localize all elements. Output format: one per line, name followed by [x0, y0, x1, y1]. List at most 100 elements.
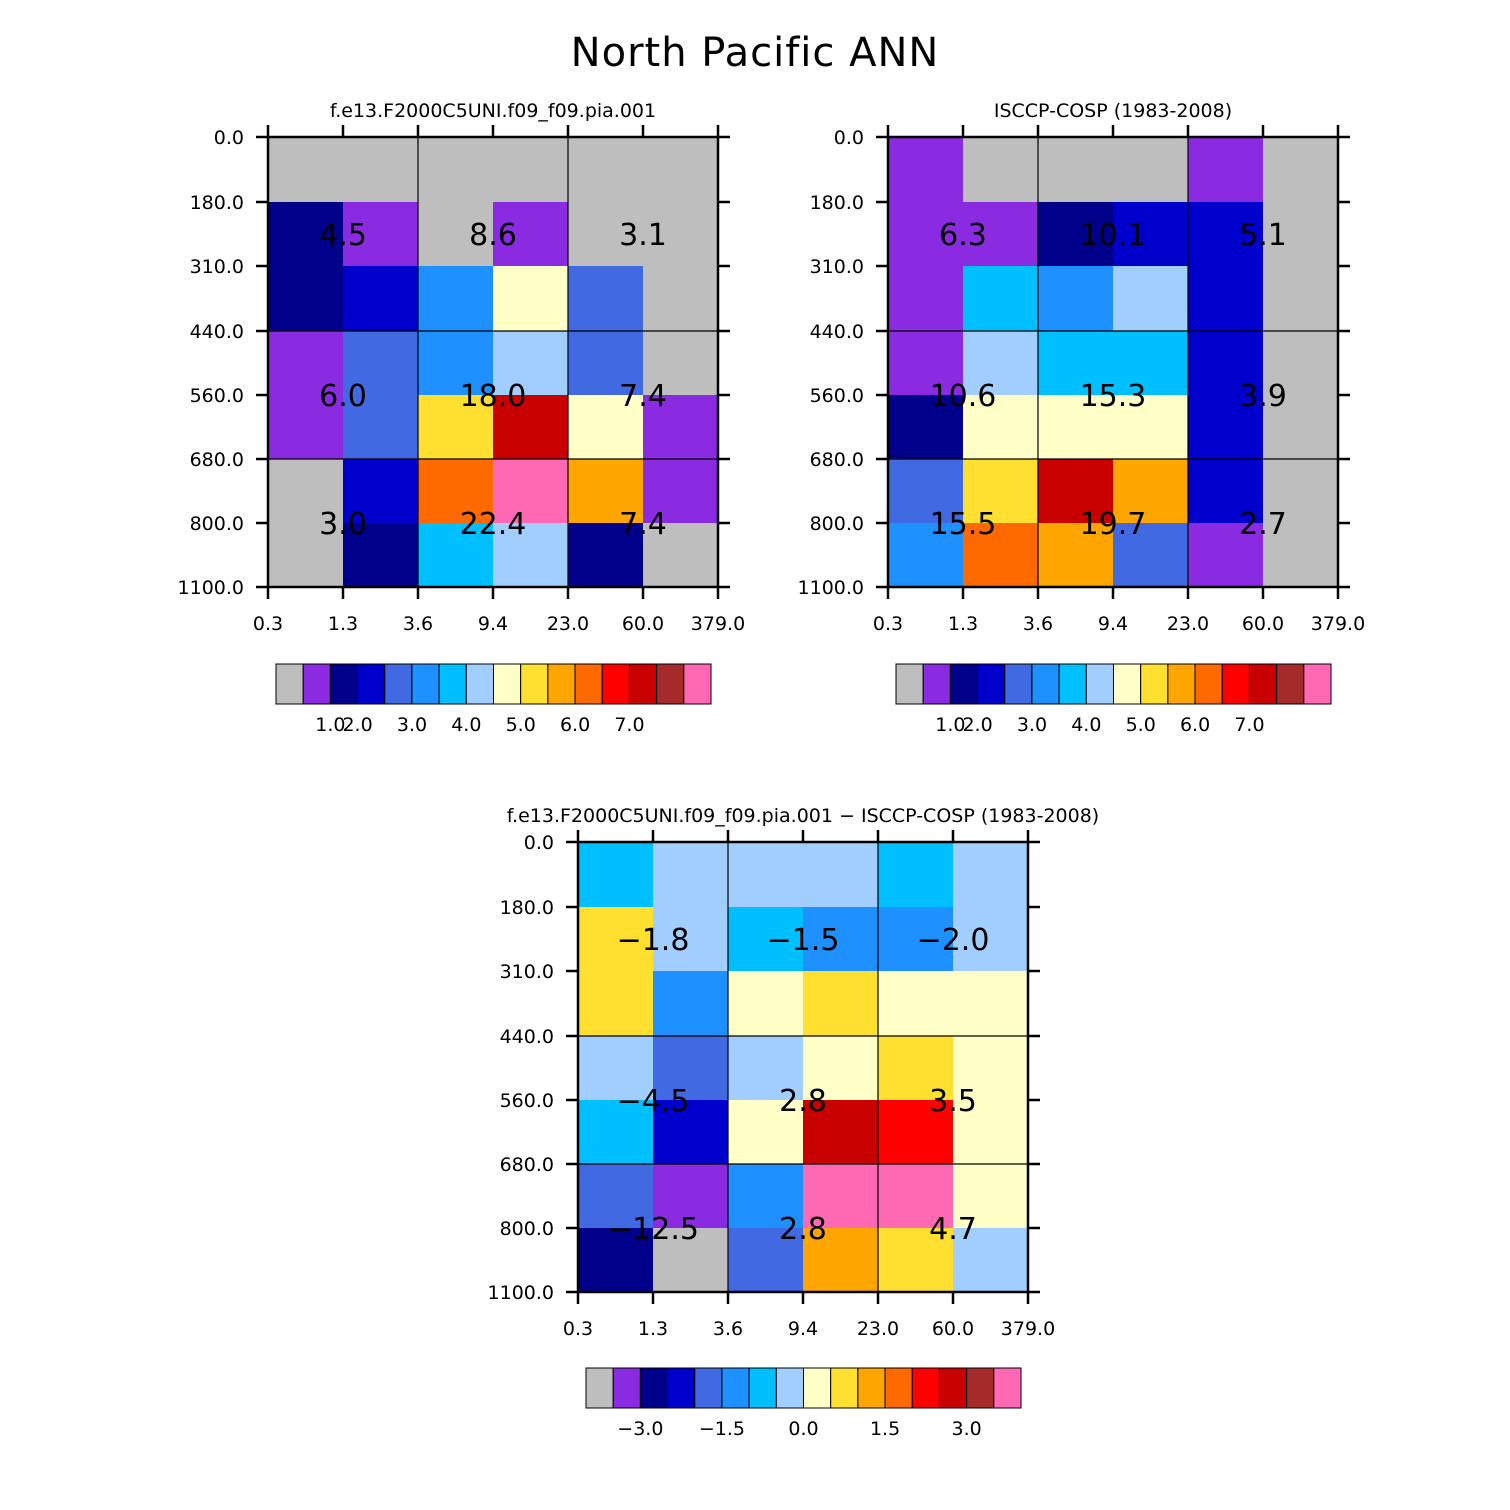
heatmap-cell: [1188, 137, 1264, 203]
block-value-label: 10.1: [1080, 218, 1147, 253]
heatmap-cell: [1113, 137, 1189, 203]
colorbar-swatch: [601, 663, 630, 705]
x-tick-label: 1.3: [328, 613, 358, 635]
heatmap-cell: [343, 459, 419, 524]
y-tick-label: 560.0: [500, 1090, 554, 1112]
heatmap-cell: [268, 137, 344, 203]
heatmap-cell: [803, 842, 879, 908]
colorbar-swatch: [628, 663, 658, 705]
y-tick-label: 0.0: [834, 127, 864, 149]
heatmap-cell: [653, 1100, 729, 1165]
colorbar-label: 1.5: [870, 1418, 900, 1440]
heatmap-cell: [578, 1164, 654, 1229]
heatmap-cell: [878, 971, 954, 1037]
colorbar-swatch: [857, 1367, 886, 1409]
heatmap-cell: [953, 1036, 1029, 1101]
heatmap-cell: [418, 523, 494, 588]
chart-obs: 6.3 10.1 5.1 10.6 15.3 3.9 15.5 19.7 2.7 ISCCP-CO…: [798, 100, 1366, 736]
colorbar-swatch: [775, 1367, 804, 1409]
colorbar-label: 0.0: [788, 1418, 818, 1440]
heatmap-cell: [878, 907, 954, 972]
colorbar-swatch: [1058, 663, 1087, 705]
colorbar-label: 1.0: [315, 714, 345, 736]
block-value-label: 2.7: [1239, 507, 1287, 542]
block-value-label: 3.1: [619, 218, 667, 253]
colorbar-label: 2.0: [342, 714, 372, 736]
heatmap-cell: [643, 523, 719, 588]
heatmap-cell: [888, 523, 964, 588]
colorbar-swatch: [694, 1367, 723, 1409]
heatmap-cell: [643, 395, 719, 460]
heatmap-cell: [493, 137, 569, 203]
colorbar-label: 1.0: [935, 714, 965, 736]
block-value-label: 3.9: [1239, 379, 1287, 414]
heatmap-cell: [1188, 266, 1264, 332]
colorbar-label: 6.0: [560, 714, 590, 736]
heatmap-cell: [1188, 395, 1264, 460]
colorbar-label: 5.0: [506, 714, 536, 736]
colorbar-swatch: [803, 1367, 832, 1409]
heatmap-cell: [728, 1100, 804, 1165]
heatmap-cell: [653, 1164, 729, 1229]
colorbar-label: 7.0: [614, 714, 644, 736]
heatmap-cell: [728, 1036, 804, 1101]
colorbar-label: −1.5: [699, 1418, 745, 1440]
heatmap-cell: [268, 266, 344, 332]
y-tick-label: 560.0: [190, 385, 244, 407]
colorbar-swatch: [683, 663, 712, 705]
heatmap-cell: [418, 331, 494, 396]
x-tick-label: 1.3: [948, 613, 978, 635]
y-tick-label: 680.0: [190, 449, 244, 471]
x-tick-label: 9.4: [478, 613, 508, 635]
block-value-label: 15.5: [930, 507, 997, 542]
x-tick-label: 9.4: [788, 1318, 818, 1340]
colorbar-swatch: [966, 1367, 995, 1409]
heatmap-cell: [803, 1164, 879, 1229]
block-value-label: −2.0: [917, 923, 990, 958]
colorbar-swatch: [748, 1367, 777, 1409]
y-tick-label: 440.0: [500, 1026, 554, 1048]
colorbar-label: 2.0: [962, 714, 992, 736]
heatmap-cell: [578, 971, 654, 1037]
heatmap-cell: [953, 907, 1029, 972]
heatmap-cell: [568, 523, 644, 588]
heatmap-cell: [1038, 459, 1114, 524]
heatmap-cell: [343, 331, 419, 396]
y-tick-label: 800.0: [500, 1218, 554, 1240]
colorbar-swatch: [275, 663, 304, 705]
heatmap-cell: [568, 459, 644, 524]
colorbar-swatch: [639, 1367, 669, 1409]
y-tick-label: 440.0: [190, 321, 244, 343]
x-tick-label: 3.6: [1023, 613, 1053, 635]
heatmap-cell: [653, 1228, 729, 1293]
y-tick-label: 0.0: [524, 832, 554, 854]
colorbar-swatch: [1303, 663, 1332, 705]
heatmap-cell: [643, 202, 719, 267]
x-tick-label: 379.0: [1001, 1318, 1055, 1340]
colorbar-swatch: [1140, 663, 1169, 705]
heatmap-cell: [653, 842, 729, 908]
block-value-label: 19.7: [1080, 507, 1147, 542]
heatmap-cell: [878, 1100, 954, 1165]
block-value-label: 4.5: [319, 218, 367, 253]
y-tick-label: 310.0: [500, 961, 554, 983]
heatmap-cell: [1188, 523, 1264, 588]
heatmap-cell: [653, 1036, 729, 1101]
heatmap-cell: [653, 971, 729, 1037]
colorbar-label: 4.0: [451, 714, 481, 736]
block-value-label: 4.7: [929, 1212, 977, 1247]
heatmap-cell: [568, 266, 644, 332]
y-tick-label: 800.0: [190, 513, 244, 535]
block-value-label: −4.5: [617, 1084, 690, 1119]
colorbar-swatch: [585, 1367, 614, 1409]
y-tick-label: 180.0: [500, 897, 554, 919]
x-tick-label: 23.0: [1167, 613, 1209, 635]
heatmap-cell: [568, 202, 644, 267]
y-tick-label: 680.0: [810, 449, 864, 471]
heatmap-cell: [268, 395, 344, 460]
colorbar-swatch: [1194, 663, 1223, 705]
x-tick-label: 9.4: [1098, 613, 1128, 635]
colorbar-swatch: [721, 1367, 750, 1409]
